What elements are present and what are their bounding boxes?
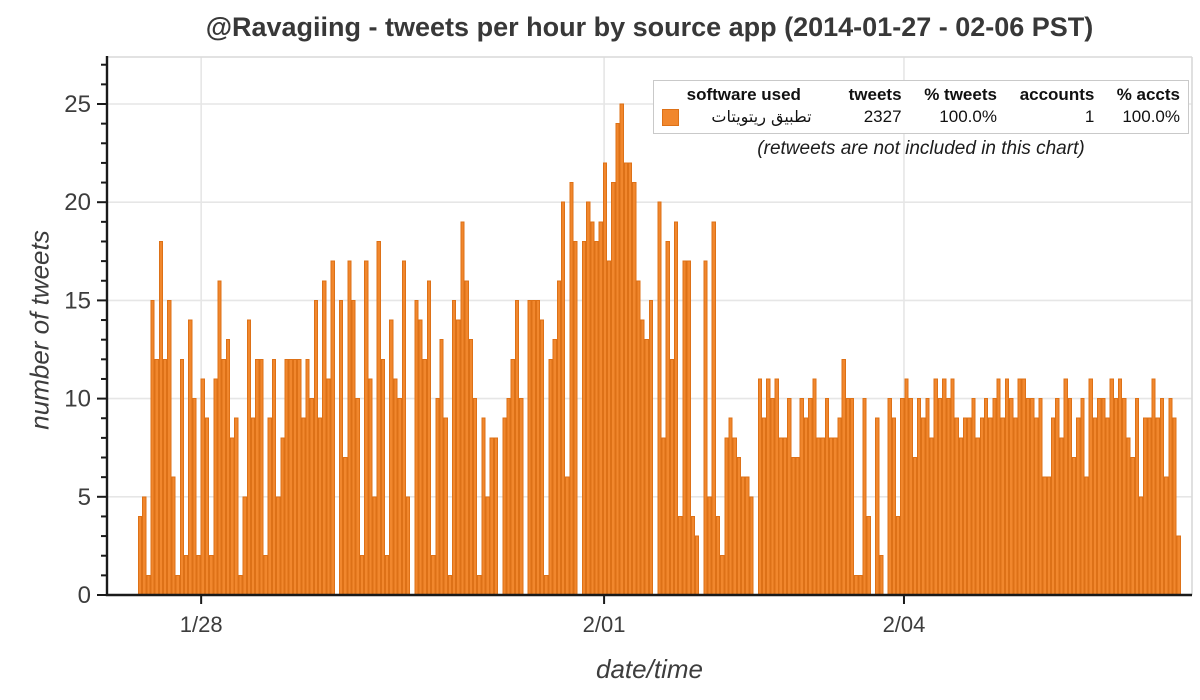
legend-table: software used tweets % tweets accounts %… [653, 80, 1189, 134]
svg-text:2/01: 2/01 [583, 612, 626, 637]
legend-header-row: software used tweets % tweets accounts %… [662, 84, 1180, 106]
svg-text:20: 20 [64, 189, 91, 216]
svg-text:2/04: 2/04 [883, 612, 926, 637]
svg-text:0: 0 [78, 582, 91, 609]
y-axis-ticks [97, 63, 107, 596]
legend-series-cell: تطبيق ريتويتات [662, 106, 826, 128]
svg-text:1/28: 1/28 [180, 612, 223, 637]
svg-text:10: 10 [64, 386, 91, 413]
svg-text:25: 25 [64, 91, 91, 118]
legend-header-accounts: accounts [1019, 85, 1095, 104]
plot-border [107, 56, 1193, 595]
y-tick-labels: 0 5 10 15 20 25 [64, 91, 91, 609]
chart-title: @Ravagiing - tweets per hour by source a… [205, 12, 1094, 42]
legend-series-name: تطبيق ريتويتات [711, 107, 812, 126]
svg-text:15: 15 [64, 287, 91, 314]
legend-pct-tweets-value: 100.0% [939, 107, 997, 126]
legend-accounts-value: 1 [1084, 107, 1095, 126]
bars-group [137, 103, 1181, 596]
legend-header-pct-accts: % accts [1116, 85, 1181, 104]
legend-data-row: تطبيق ريتويتات 2327 100.0% 1 100.0% [662, 106, 1180, 128]
legend-tweets-value: 2327 [863, 107, 902, 126]
x-axis-label: date/time [596, 654, 703, 684]
x-axis-ticks: 1/28 2/01 2/04 [180, 595, 926, 637]
legend-header-pct-tweets: % tweets [924, 85, 997, 104]
axes [105, 56, 1192, 597]
legend-header-tweets: tweets [848, 85, 902, 104]
legend-header-software: software used [686, 85, 801, 104]
svg-text:5: 5 [78, 484, 91, 511]
series-color-swatch-icon [662, 108, 679, 126]
retweets-note: (retweets are not included in this chart… [757, 138, 1085, 159]
legend-pct-accts-value: 100.0% [1122, 107, 1181, 126]
